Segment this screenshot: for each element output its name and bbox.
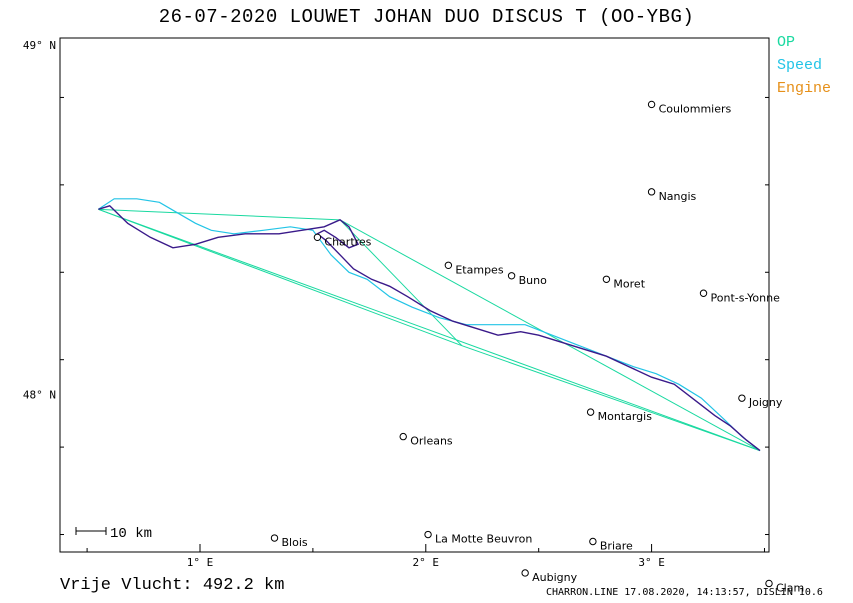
- task-leg: [339, 219, 761, 452]
- city-marker: [699, 289, 708, 297]
- lon-label: 2° E: [413, 556, 440, 569]
- lon-label: 1° E: [187, 556, 214, 569]
- task-leg: [461, 345, 761, 452]
- lon-label: 3° E: [638, 556, 665, 569]
- city-marker: [521, 569, 529, 577]
- scale-bar: [75, 527, 107, 535]
- city-marker: [765, 579, 773, 588]
- city-marker: [647, 100, 656, 109]
- city-label: La Motte Beuvron: [435, 533, 532, 546]
- city-label: Nangis: [659, 190, 697, 203]
- axis-ticks: 49° N 48° N 1° E 2° E 3° E: [23, 39, 769, 569]
- task-leg: [98, 208, 761, 452]
- legend-op: OP: [777, 34, 796, 51]
- city-label: Etampes: [455, 263, 503, 276]
- city-label: Pont-s-Yonne: [711, 291, 781, 304]
- city-marker: [589, 537, 597, 546]
- city-marker: [270, 534, 279, 542]
- lat-label: 49° N: [23, 39, 56, 52]
- lat-label: 48° N: [23, 389, 56, 402]
- task-leg: [98, 208, 463, 347]
- city-marker: [647, 188, 656, 196]
- track-return: [98, 198, 761, 452]
- city-marker: [586, 408, 595, 416]
- city-marker: [444, 261, 453, 269]
- city-label: Moret: [613, 277, 645, 290]
- city-label: Coulommiers: [659, 102, 732, 115]
- city-label: Briare: [600, 540, 633, 553]
- software-stamp: CHARRON.LINE 17.08.2020, 14:13:57, DISLI…: [546, 587, 823, 598]
- city-markers: Coulommiers Nangis Chartres Etampes Buno More…: [270, 100, 804, 594]
- city-label: Orleans: [410, 435, 453, 448]
- city-label: Blois: [282, 536, 308, 549]
- chart-title: 26-07-2020 LOUWET JOHAN DUO DISCUS T (OO…: [158, 6, 695, 28]
- city-label: Buno: [519, 274, 547, 287]
- city-label: Chartres: [324, 235, 371, 248]
- city-marker: [313, 233, 322, 242]
- city-marker: [738, 394, 746, 402]
- city-marker: [507, 272, 516, 280]
- city-label: Aubigny: [532, 571, 577, 584]
- city-label: Montargis: [598, 410, 653, 423]
- legend-speed: Speed: [777, 57, 823, 74]
- track-outbound: [98, 205, 761, 452]
- map-frame: [59, 37, 770, 553]
- city-label: Joigny: [748, 396, 783, 409]
- task-leg: [339, 219, 463, 347]
- flight-distance: Vrije Vlucht: 492.2 km: [60, 576, 285, 595]
- legend-engine: Engine: [777, 80, 832, 97]
- task-leg: [98, 208, 341, 221]
- task-legs: [98, 208, 761, 452]
- flight-track: [98, 198, 761, 452]
- city-marker: [602, 275, 611, 283]
- scale-label: 10 km: [110, 526, 153, 542]
- city-marker: [424, 530, 432, 539]
- city-marker: [399, 432, 407, 441]
- city-label: Clam: [776, 581, 804, 594]
